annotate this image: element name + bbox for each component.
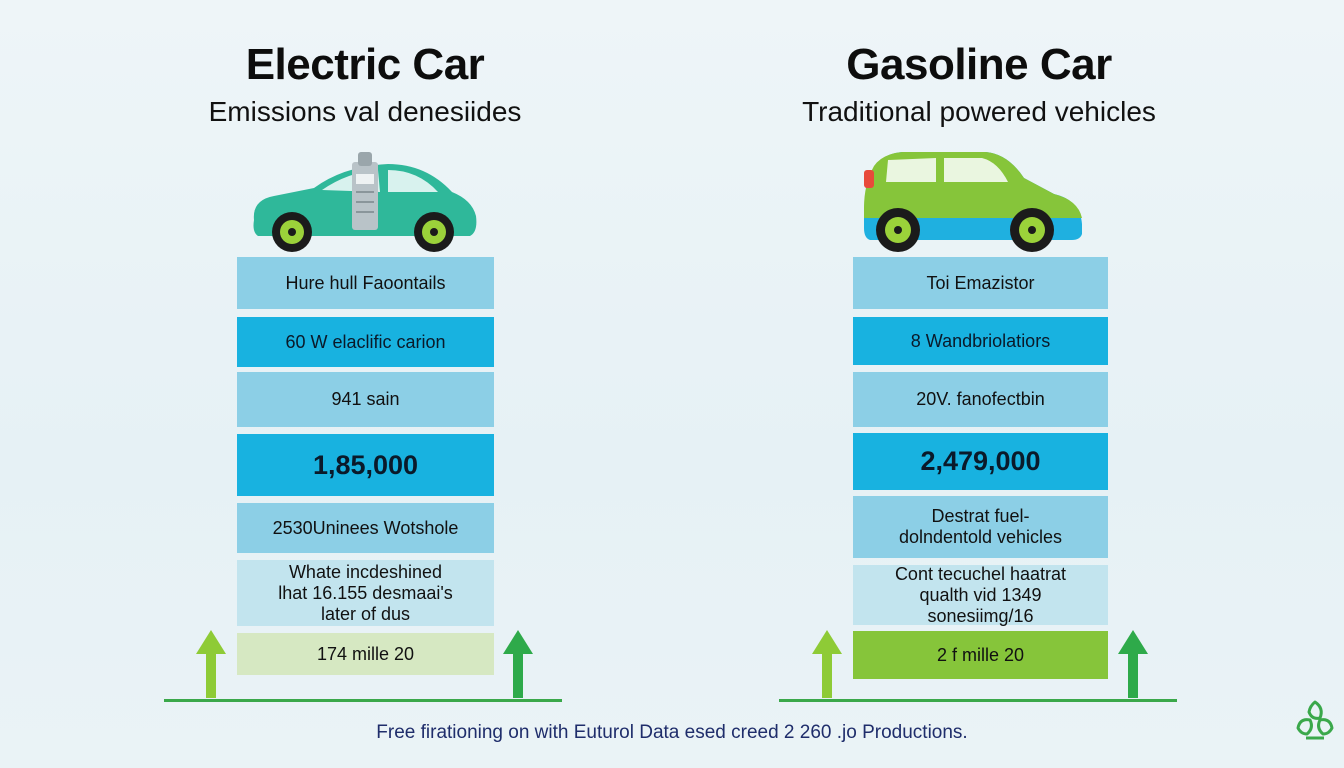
electric-box-5: 2530Uninees Wotshole	[237, 503, 494, 553]
gasoline-car-icon	[864, 152, 1082, 252]
gasoline-box-1: Toi Emazistor	[853, 257, 1108, 309]
gasoline-subtitle: Traditional powered vehicles	[802, 96, 1156, 127]
gasoline-ground-line	[779, 699, 1177, 702]
gasoline-box-7: 2 f mille 20	[853, 631, 1108, 679]
up-arrow-icon	[503, 630, 533, 698]
electric-car-icon	[253, 152, 477, 252]
gasoline-box-6: Cont tecuchel haatrat qualth vid 1349 so…	[853, 564, 1108, 626]
electric-box-1: Hure hull Faoontails	[237, 257, 494, 309]
up-arrow-icon	[196, 630, 226, 698]
up-arrow-icon	[812, 630, 842, 698]
gasoline-box-4: 2,479,000	[853, 433, 1108, 490]
gasoline-box-3: 20V. fanofectbin	[853, 372, 1108, 427]
gasoline-box-2: 8 Wandbriolatiors	[853, 317, 1108, 365]
electric-box-7: 174 mille 20	[237, 633, 494, 675]
electric-box-2: 60 W elaclific carion	[237, 317, 494, 367]
gasoline-title: Gasoline Car	[846, 40, 1112, 89]
recycle-leaf-logo-icon	[1296, 700, 1334, 740]
electric-title: Electric Car	[245, 40, 485, 89]
up-arrow-icon	[1118, 630, 1148, 698]
electric-ground-line	[164, 699, 562, 702]
electric-subtitle: Emissions val denesiides	[208, 96, 522, 127]
electric-box-6: Whate incdeshined lhat 16.155 desmaai's …	[237, 560, 494, 626]
electric-box-4: 1,85,000	[237, 434, 494, 496]
gasoline-box-5: Destrat fuel-dolndentold vehicles	[853, 496, 1108, 558]
footer-credit: Free firationing on with Euturol Data es…	[376, 722, 968, 743]
electric-box-3: 941 sain	[237, 372, 494, 427]
